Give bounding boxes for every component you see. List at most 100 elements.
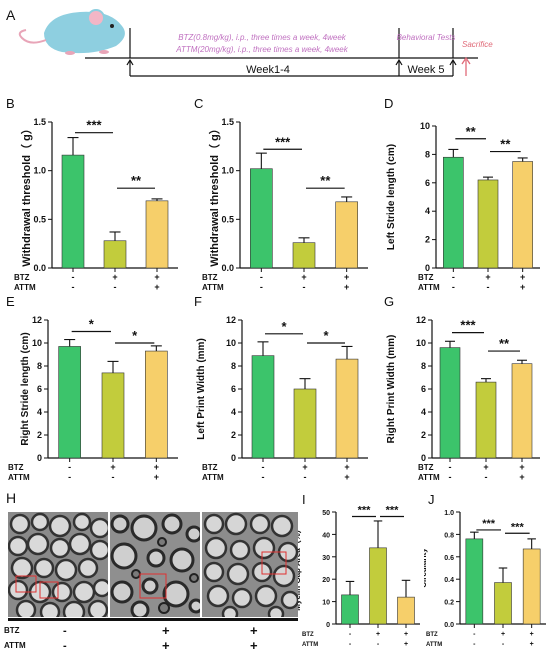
attm-sign-c-3: + [344, 282, 349, 290]
y-tick-label-b: 0.0 [33, 263, 46, 273]
significance-label-c-1: *** [275, 134, 291, 149]
y-tick-label-i: 10 [322, 600, 330, 607]
bar-g-1 [439, 347, 461, 459]
bar-i-3 [397, 596, 415, 625]
y-tick-label-f: 2 [231, 430, 236, 440]
week1-4-label: Week1-4 [246, 64, 290, 76]
y-axis-label-j: Circularity [424, 548, 428, 588]
treatment-attm-text: ATTM(20mg/kg), i.p., three times a week,… [175, 45, 348, 54]
bar-j-3 [522, 548, 541, 625]
significance-label-j-2: *** [511, 521, 525, 533]
panel-letter-i: I [302, 492, 306, 507]
btz-sign-g-1: - [449, 462, 452, 472]
btz-sign-f-2: + [302, 462, 307, 472]
y-tick-label-g: 4 [421, 407, 426, 417]
significance-label-e-2: * [132, 328, 138, 343]
row-label-attm-g: ATTM [418, 473, 440, 482]
bar-d-1 [443, 156, 464, 269]
btz-sign-j-1: - [473, 631, 476, 638]
panel-h-attm-sign-2: + [162, 638, 170, 653]
bar-f-3 [335, 358, 359, 459]
y-tick-label-j: 0.8 [444, 532, 454, 539]
attm-sign-d-1: - [452, 282, 455, 290]
micrograph-btz [110, 512, 200, 617]
bar-d-2 [477, 179, 499, 269]
y-tick-label-i: 20 [322, 577, 330, 584]
btz-sign-d-3: + [520, 272, 525, 282]
btz-sign-c-3: + [344, 272, 349, 282]
y-tick-label-i: 50 [322, 510, 330, 517]
btz-sign-j-2: + [501, 631, 505, 638]
chart-panel-d: D 0 2 4 6 8 10 Left Stride length (cm) ** ** BTZAT… [384, 96, 540, 290]
significance-label-b-1: *** [86, 118, 102, 133]
significance-label-f-1: * [281, 319, 287, 334]
row-label-attm-b: ATTM [14, 283, 36, 290]
btz-sign-b-3: + [154, 272, 159, 282]
attm-sign-g-3: + [519, 472, 524, 482]
attm-sign-b-3: + [154, 282, 159, 290]
y-tick-label-c: 1.5 [221, 117, 234, 127]
panel-h-attm-sign-1: - [63, 640, 67, 652]
y-tick-label-c: 1.0 [221, 166, 234, 176]
y-tick-label-i: 40 [322, 532, 330, 539]
y-tick-label-b: 0.5 [33, 214, 46, 224]
y-tick-label-c: 0.0 [221, 263, 234, 273]
btz-sign-f-1: - [262, 462, 265, 472]
attm-sign-f-1: - [262, 472, 265, 482]
attm-sign-b-2: - [114, 282, 117, 290]
significance-label-i-2: *** [386, 504, 400, 516]
bar-j-1 [465, 538, 484, 625]
y-tick-label-e: 12 [32, 315, 42, 325]
panel-letter-g: G [384, 294, 394, 309]
row-label-attm-f: ATTM [202, 473, 224, 482]
attm-sign-e-1: - [68, 472, 71, 482]
attm-sign-i-3: + [404, 641, 408, 648]
y-tick-label-j: 0.4 [444, 577, 454, 584]
mouse-icon [18, 9, 125, 55]
micrograph-scale-bar [8, 618, 298, 621]
y-tick-label-d: 2 [425, 235, 430, 245]
attm-sign-f-2: - [304, 472, 307, 482]
significance-label-g-2: ** [499, 336, 510, 351]
row-label-btz-g: BTZ [418, 463, 434, 472]
chart-panel-j: J 0.0 0.2 0.4 0.6 0.8 1.0 Circularity *** *** BTZ A… [424, 492, 546, 648]
btz-sign-d-2: + [485, 272, 490, 282]
arrow-up-icon-week1 [126, 58, 134, 76]
y-tick-label-b: 1.0 [33, 166, 46, 176]
attm-sign-b-1: - [72, 282, 75, 290]
bar-i-2 [369, 547, 387, 625]
row-label-attm-d: ATTM [418, 283, 440, 290]
btz-sign-e-2: + [110, 462, 115, 472]
attm-sign-e-2: - [112, 472, 115, 482]
y-tick-label-b: 1.5 [33, 117, 46, 127]
attm-sign-g-2: - [485, 472, 488, 482]
behavioral-tests-text: Behavioral Tests [397, 33, 456, 42]
y-axis-label-c: Withdrawal threshold（ g） [208, 123, 221, 267]
bar-f-1 [251, 355, 275, 459]
attm-sign-j-3: + [530, 641, 534, 648]
panel-letter-e: E [6, 294, 15, 309]
y-tick-label-j: 0.0 [444, 622, 454, 629]
btz-sign-c-1: - [260, 272, 263, 282]
bar-b-1 [61, 154, 85, 269]
y-tick-label-f: 10 [226, 338, 236, 348]
micrograph-btz-attm-image [202, 512, 298, 617]
btz-sign-i-1: - [349, 631, 352, 638]
attm-sign-i-2: - [377, 641, 380, 648]
row-label-btz-c: BTZ [202, 273, 218, 282]
bar-g-3 [511, 363, 533, 459]
y-tick-label-g: 6 [421, 384, 426, 394]
row-label-attm-j: ATTM [426, 642, 442, 648]
btz-sign-e-1: - [68, 462, 71, 472]
y-tick-label-i: 0 [326, 622, 330, 629]
y-tick-label-d: 4 [425, 206, 430, 216]
y-tick-label-f: 6 [231, 384, 236, 394]
bar-i-1 [341, 594, 359, 625]
row-label-btz-e: BTZ [8, 463, 24, 472]
y-tick-label-f: 0 [231, 453, 236, 463]
bar-e-3 [145, 350, 168, 459]
attm-sign-j-1: - [473, 641, 476, 648]
